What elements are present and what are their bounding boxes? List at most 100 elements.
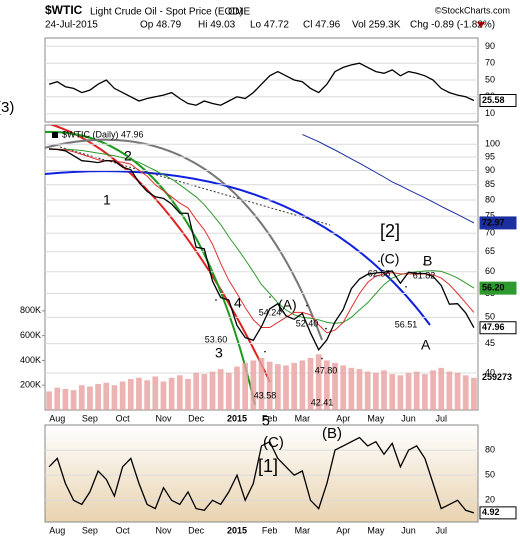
volume-bar bbox=[62, 388, 69, 410]
y-tick-label: 70 bbox=[485, 228, 495, 238]
volume-bar bbox=[315, 354, 322, 410]
end-label-box bbox=[479, 216, 517, 230]
volume-bar bbox=[413, 371, 420, 410]
volume-bar bbox=[323, 360, 330, 410]
volume-bar bbox=[471, 377, 477, 410]
exchange: CME bbox=[228, 7, 251, 18]
volume-bar bbox=[78, 385, 85, 410]
x-tick-label: Dec bbox=[188, 413, 205, 423]
volume-bar bbox=[185, 379, 191, 410]
x-tick-label: Sep bbox=[82, 525, 98, 535]
y-tick-label: 100 bbox=[485, 139, 500, 149]
point-anchor bbox=[215, 299, 217, 301]
end-label-box bbox=[479, 94, 517, 108]
y-tick-label: 20 bbox=[485, 495, 495, 505]
x-tick-label: Apr bbox=[336, 525, 350, 535]
price-label: 53.60 bbox=[205, 334, 228, 344]
volume-bar bbox=[127, 379, 134, 410]
wave-label: A bbox=[421, 337, 431, 353]
subtitle: Light Crude Oil - Spot Price (EOD) bbox=[90, 7, 243, 18]
x-tick-label: 2015 bbox=[227, 525, 247, 535]
y-tick-label: 60 bbox=[485, 266, 495, 276]
point-anchor bbox=[378, 260, 380, 263]
date: 24-Jul-2015 bbox=[45, 20, 98, 31]
y-tick-label: 45 bbox=[485, 338, 495, 348]
volume-bar bbox=[389, 374, 396, 410]
series-line bbox=[48, 62, 475, 106]
end-label: 56.20 bbox=[482, 283, 505, 293]
wave-label: 4 bbox=[234, 295, 242, 311]
labels: $WTIC Light Crude Oil - Spot Price (EOD)… bbox=[0, 3, 517, 535]
x-tick-label: Apr bbox=[336, 413, 350, 423]
x-tick-label: Nov bbox=[155, 413, 172, 423]
volume-bar bbox=[266, 361, 273, 410]
quote-item: Op 48.79 bbox=[140, 20, 182, 31]
wave-label: (3) bbox=[0, 99, 14, 116]
volume-bar bbox=[446, 371, 453, 410]
price-label: 56.51 bbox=[395, 319, 418, 329]
volume-bar bbox=[144, 380, 150, 410]
volume-bar bbox=[307, 357, 314, 410]
y-tick-label: 90 bbox=[485, 41, 495, 51]
y-tick-label: 85 bbox=[485, 179, 495, 189]
volume-bar bbox=[103, 382, 110, 410]
y2-tick-label: 400K bbox=[20, 355, 41, 365]
volume-bar bbox=[209, 371, 216, 410]
oscillator-panel bbox=[44, 424, 479, 523]
volume-bar bbox=[152, 376, 159, 410]
point-anchor bbox=[306, 304, 308, 307]
point-anchor bbox=[321, 357, 323, 360]
volume-bar bbox=[430, 370, 436, 410]
wave-label: 3 bbox=[215, 345, 223, 361]
volume-bar bbox=[242, 362, 249, 410]
down-arrow bbox=[477, 22, 485, 28]
y-tick-label: 65 bbox=[485, 246, 495, 256]
x-tick-label: Jun bbox=[401, 413, 416, 423]
y-tick-label: 80 bbox=[485, 194, 495, 204]
wave-label: [1] bbox=[258, 456, 278, 476]
volume-bar bbox=[291, 362, 298, 410]
quote-item: Chg -0.89 (-1.82%) bbox=[410, 20, 495, 31]
volume-bar bbox=[348, 367, 355, 410]
volume-bar bbox=[234, 366, 240, 410]
end-label: 25.58 bbox=[482, 95, 505, 105]
x-tick-label: Oct bbox=[116, 525, 131, 535]
y2-tick-label: 200K bbox=[20, 380, 41, 390]
source: ©StockCharts.com bbox=[435, 5, 510, 15]
point-anchor bbox=[264, 350, 266, 353]
price-label: 54.24 bbox=[259, 307, 282, 317]
price-label: 47.80 bbox=[315, 365, 338, 375]
volume-bar bbox=[299, 360, 306, 410]
x-tick-label: Jul bbox=[435, 525, 447, 535]
volume-bar bbox=[340, 365, 347, 410]
cycle-arc bbox=[45, 138, 323, 341]
volume-bar bbox=[438, 367, 445, 410]
volume-bar bbox=[201, 374, 208, 410]
x-tick-label: Mar bbox=[295, 525, 311, 535]
price-label: 62.58 bbox=[368, 268, 391, 278]
y-tick-label: 80 bbox=[485, 444, 495, 454]
x-tick-label: 2015 bbox=[227, 413, 247, 423]
x-tick-label: Nov bbox=[155, 525, 172, 535]
x-tick-label: Mar bbox=[295, 413, 311, 423]
legend: $WTIC (Daily) 47.96 bbox=[62, 129, 144, 139]
x-tick-label: May bbox=[367, 525, 385, 535]
volume-bar bbox=[46, 391, 52, 410]
wave-label: (A) bbox=[278, 297, 297, 313]
x-tick-label: Sep bbox=[82, 413, 98, 423]
x-tick-label: Jul bbox=[435, 413, 447, 423]
volume-bar bbox=[193, 372, 200, 410]
y-tick-label: 50 bbox=[485, 312, 495, 322]
x-tick-label: Feb bbox=[262, 525, 278, 535]
price-label: 43.58 bbox=[254, 390, 277, 400]
oscillator-plot bbox=[45, 436, 478, 514]
volume-bar bbox=[168, 377, 175, 410]
wave-label: B bbox=[423, 253, 432, 269]
price-label: 52.40 bbox=[296, 318, 319, 328]
volume-bar bbox=[373, 372, 379, 410]
volume-bar bbox=[136, 377, 142, 410]
y-tick-label: 70 bbox=[485, 58, 495, 68]
volume-bar bbox=[422, 374, 428, 410]
volume-bar bbox=[356, 369, 363, 410]
